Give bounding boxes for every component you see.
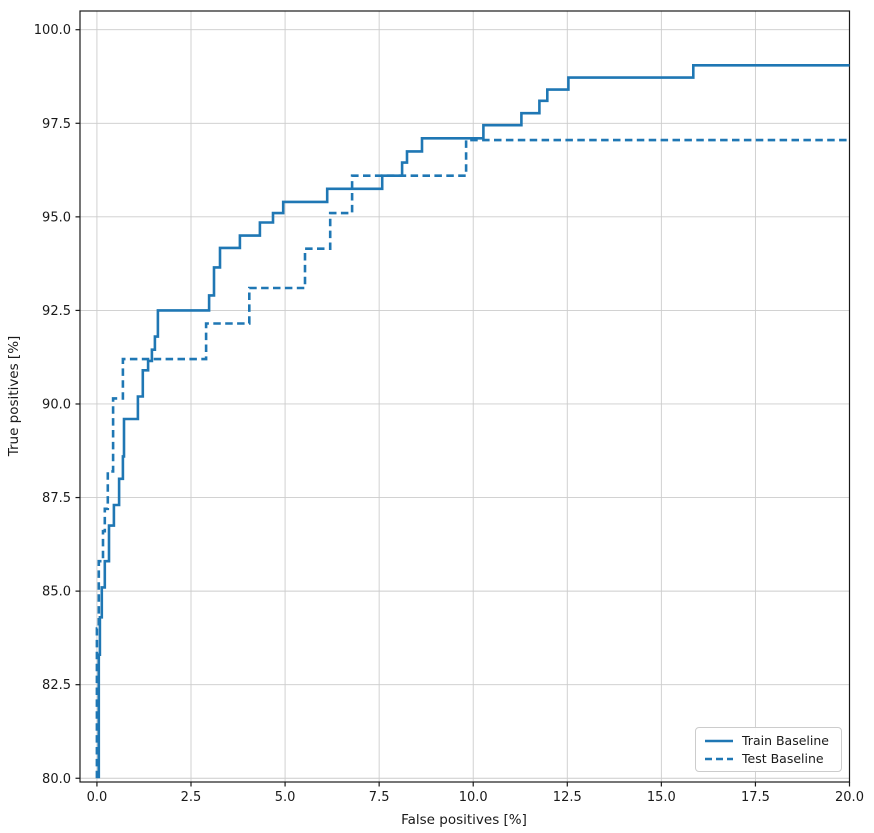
y-tick-label: 87.5 (42, 491, 71, 506)
y-tick-label: 90.0 (42, 397, 71, 412)
legend-item-test-baseline: Test Baseline (704, 751, 833, 766)
legend-label-train: Train Baseline (742, 733, 829, 748)
y-tick-label: 80.0 (42, 772, 71, 787)
y-tick-label: 100.0 (34, 23, 71, 38)
axes-frame (79, 10, 851, 783)
x-tick-label: 10.0 (459, 790, 488, 805)
train-line-swatch-icon (705, 739, 733, 742)
x-tick-label: 7.5 (369, 790, 390, 805)
y-tick-label: 97.5 (42, 117, 71, 132)
x-tick-label: 17.5 (741, 790, 770, 805)
x-axis-label: False positives [%] (401, 812, 527, 828)
x-tick-label: 20.0 (835, 790, 864, 805)
y-tick-label: 92.5 (42, 304, 71, 319)
x-tick-label: 0.0 (87, 790, 108, 805)
test-line-swatch-icon (705, 757, 733, 760)
test-baseline-curve (95, 138, 850, 779)
x-tick-label: 15.0 (647, 790, 676, 805)
y-tick-label: 85.0 (42, 585, 71, 600)
x-tick-label: 12.5 (553, 790, 582, 805)
y-tick-label: 82.5 (42, 678, 71, 693)
legend-label-test: Test Baseline (742, 751, 824, 766)
legend: Train Baseline Test Baseline (695, 727, 842, 772)
train-baseline-curve (97, 64, 850, 779)
x-tick-label: 2.5 (181, 790, 202, 805)
y-tick-label: 95.0 (42, 210, 71, 225)
x-tick-label: 5.0 (275, 790, 296, 805)
legend-item-train-baseline: Train Baseline (704, 733, 833, 748)
y-axis-label: True positives [%] (6, 335, 22, 457)
